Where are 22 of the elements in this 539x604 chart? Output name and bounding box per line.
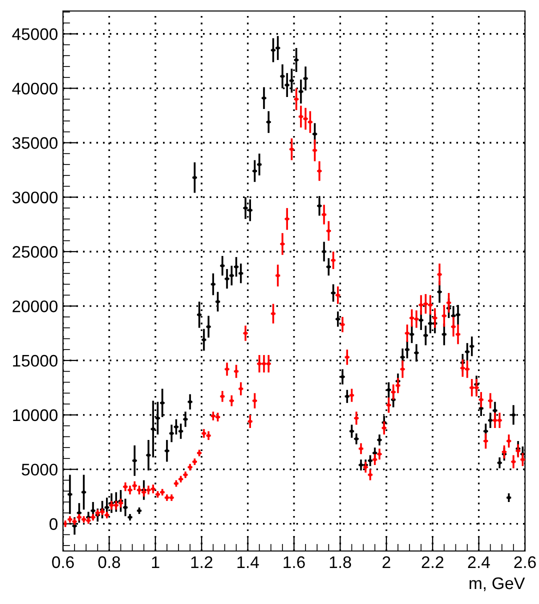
- y-tick-label: 35000: [12, 137, 58, 149]
- y-tick-label: 0: [50, 518, 58, 530]
- x-tick-label: 1.8: [330, 556, 352, 568]
- x-tick-label: 1.6: [284, 556, 305, 568]
- x-tick-label: 1.2: [191, 556, 212, 568]
- y-tick-label: 45000: [12, 28, 58, 40]
- y-tick-label: 25000: [12, 246, 58, 258]
- x-tick-label: 1.4: [237, 556, 259, 568]
- x-tick-label: 2.6: [514, 556, 536, 568]
- x-axis-title: m, GeV: [470, 577, 525, 592]
- y-tick-label: 5000: [22, 464, 58, 476]
- x-tick-label: 2: [382, 556, 390, 568]
- x-tick-label: 1: [152, 556, 160, 568]
- x-tick-label: 2.2: [422, 556, 444, 568]
- x-tick-label: 2.4: [468, 556, 490, 568]
- y-tick-label: 40000: [12, 82, 58, 94]
- x-tick-label: 0.6: [52, 556, 74, 568]
- x-tick-label: 0.8: [98, 556, 120, 568]
- y-tick-label: 15000: [13, 354, 58, 367]
- y-tick-label: 20000: [12, 300, 58, 312]
- y-tick-label: 10000: [13, 409, 58, 422]
- y-tick-label: 30000: [12, 192, 58, 204]
